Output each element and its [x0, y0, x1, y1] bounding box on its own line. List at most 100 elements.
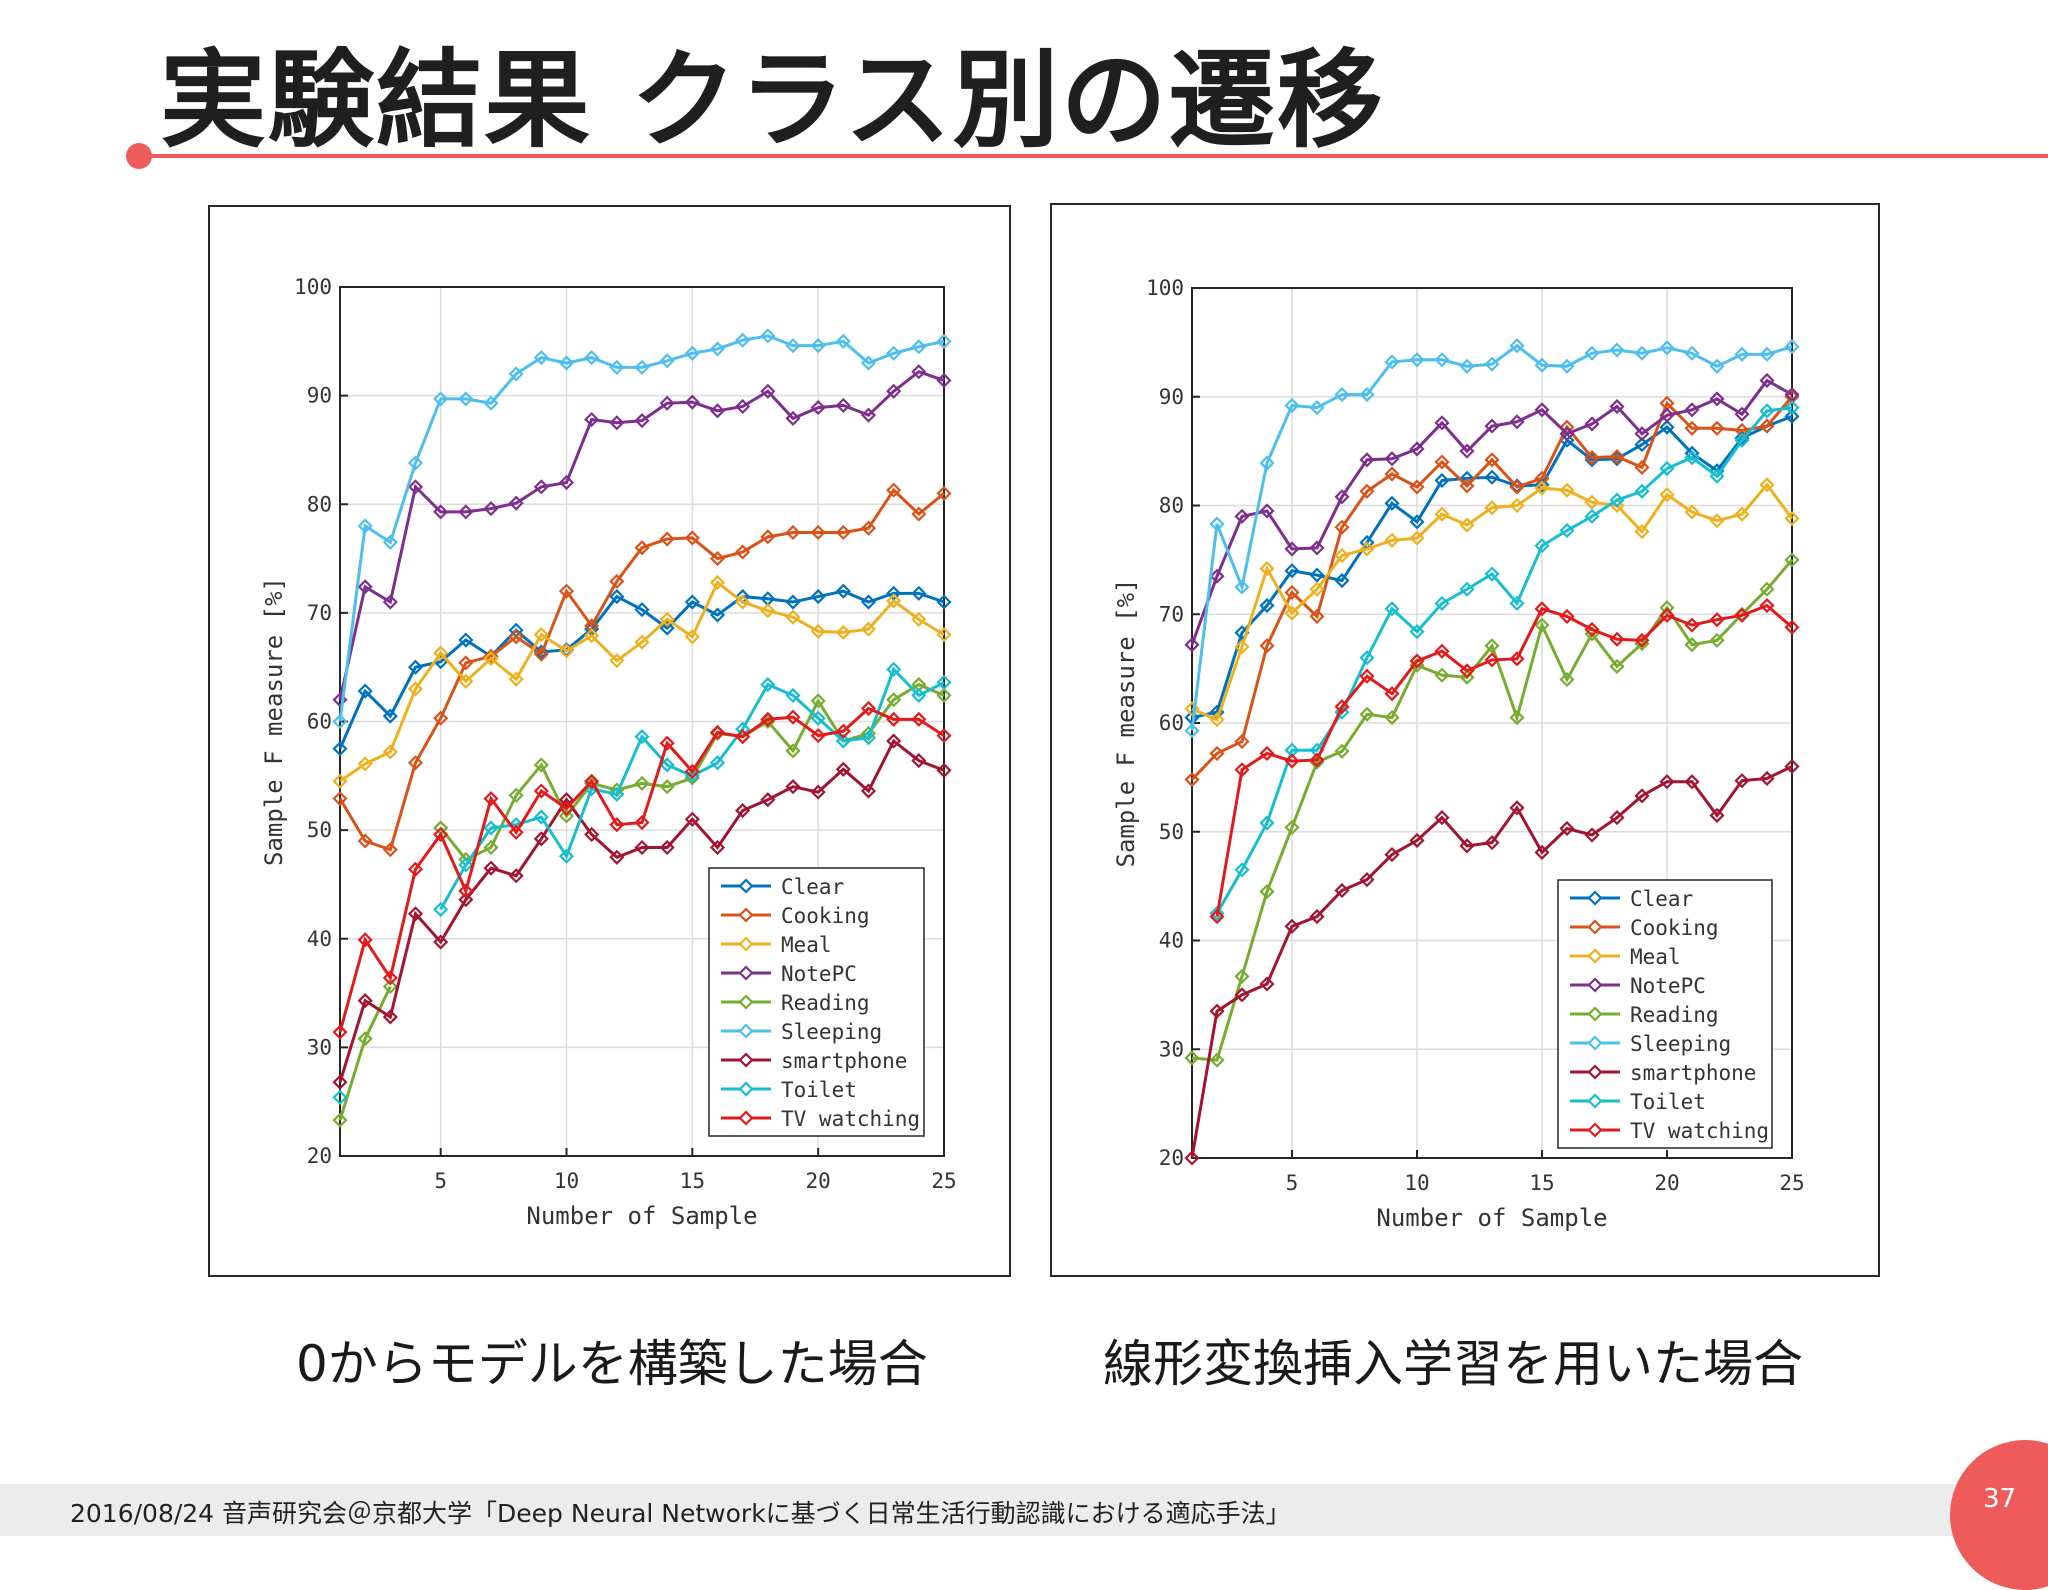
series-reading-point: [1709, 632, 1725, 648]
series-notepc-point: [584, 411, 600, 428]
series-clear-point: [332, 741, 348, 757]
series-notepc-point: [1709, 391, 1725, 407]
series-notepc-point: [1534, 402, 1550, 418]
series-clear-point: [1484, 469, 1500, 485]
series-clear-point: [1784, 408, 1800, 424]
series-toilet-point: [433, 901, 449, 917]
series-sleeping-point: [1409, 352, 1425, 368]
series-tv-watching-point: [785, 709, 801, 725]
legend-swatch-marker: [738, 1023, 754, 1039]
legend-label: smartphone: [781, 1049, 907, 1073]
series-meal-point: [382, 744, 398, 760]
series-toilet-point: [785, 687, 801, 703]
series-cooking-point: [407, 755, 424, 771]
series-smartphone-point: [1609, 810, 1625, 826]
series-notepc-point: [634, 413, 650, 429]
series-cooking-point: [684, 530, 700, 546]
series-tv-watching-point: [533, 783, 549, 799]
series-reading-point: [1334, 743, 1350, 759]
series-notepc-point: [1634, 426, 1650, 442]
legend-swatch-marker: [738, 878, 754, 894]
series-notepc-point: [1384, 451, 1400, 467]
series-meal-point: [1534, 480, 1550, 496]
series-cooking-point: [558, 583, 575, 599]
y-tick-label: 80: [1159, 494, 1184, 518]
series-toilet-point: [1634, 483, 1650, 499]
series-tv-watching: [332, 700, 952, 1040]
series-meal-point: [407, 681, 424, 697]
series-tv-watching-point: [1559, 608, 1575, 624]
series-tv-watching-point: [1309, 752, 1325, 768]
series-cooking-point: [1309, 608, 1325, 624]
series-sleeping-point: [1734, 346, 1750, 362]
series-tv-watching-point: [634, 814, 650, 831]
series-cooking-point: [1509, 479, 1525, 495]
series-toilet: [1209, 400, 1800, 921]
series-reading-point: [1234, 968, 1250, 984]
series-smartphone-point: [1509, 800, 1525, 816]
legend-label: Cooking: [781, 904, 870, 928]
series-sleeping-point: [533, 350, 549, 366]
series-smartphone: [332, 733, 952, 1090]
series-sleeping-point: [785, 338, 801, 354]
series-sleeping-point: [1509, 338, 1525, 354]
series-smartphone-point: [1709, 807, 1725, 823]
series-meal-point: [760, 603, 776, 619]
series-clear-point: [634, 602, 650, 618]
series-notepc-point: [357, 579, 373, 595]
legend-label: smartphone: [1630, 1061, 1756, 1085]
series-toilet-point: [835, 733, 851, 749]
series-reading-point: [684, 770, 700, 786]
series-notepc-point: [1459, 443, 1475, 459]
series-smartphone-point: [357, 993, 373, 1009]
series-cooking-point: [483, 648, 499, 664]
legend-swatch-marker: [1587, 1064, 1603, 1080]
legend-label: Sleeping: [781, 1020, 882, 1044]
series-tv-watching-point: [1509, 651, 1525, 667]
series-cooking-point: [1184, 771, 1200, 788]
series-smartphone-point: [407, 906, 424, 922]
legend-label: Clear: [781, 875, 844, 899]
legend-swatch-marker: [1587, 948, 1603, 964]
series-smartphone-point: [1459, 838, 1475, 854]
series-toilet-point: [1459, 581, 1475, 597]
series-toilet-point: [810, 710, 826, 726]
series-smartphone-point: [634, 839, 650, 856]
x-tick-label: 5: [1286, 1171, 1299, 1195]
series-smartphone-point: [1359, 872, 1375, 888]
series-cooking-point: [1284, 584, 1300, 601]
series-clear-point: [684, 594, 700, 610]
series-smartphone-point: [760, 792, 776, 808]
series-tv-watching-point: [1209, 909, 1225, 925]
legend-label: TV watching: [1630, 1119, 1769, 1143]
series-sleeping-point: [382, 534, 398, 550]
series-tv-watching-point: [1384, 686, 1400, 702]
series-toilet-point: [1209, 905, 1225, 921]
series-meal-point: [785, 609, 801, 625]
series-notepc-point: [785, 410, 801, 426]
series-tv-watching-point: [1609, 631, 1625, 647]
series-sleeping-point: [1684, 345, 1700, 361]
series-tv-watching-point: [835, 723, 851, 739]
series-reading-line: [1191, 558, 1794, 1062]
series-sleeping-point: [1459, 358, 1475, 374]
series-meal-point: [1384, 532, 1400, 548]
series-notepc-point: [659, 395, 675, 411]
series-tv-watching-point: [458, 883, 474, 899]
series-smartphone-point: [332, 1074, 348, 1090]
series-sleeping-point: [1609, 342, 1625, 358]
series-meal-point: [936, 627, 952, 643]
series-toilet-point: [1584, 508, 1600, 524]
series-cooking-point: [1209, 745, 1225, 762]
legend-label: NotePC: [781, 962, 857, 986]
y-tick-label: 80: [307, 492, 332, 516]
chart-right-svg: 5 10 15 20 25 20 30 40 50 60 70 80 90 100 Number of Sa…: [1112, 276, 1805, 1232]
series-notepc-point: [1309, 540, 1325, 556]
series-tv-watching-point: [1759, 597, 1775, 614]
series-clear-point: [810, 589, 826, 605]
legend-label: Toilet: [1630, 1090, 1706, 1114]
series-clear-point: [1284, 563, 1300, 579]
series-sleeping-point: [1659, 340, 1675, 356]
series-notepc-point: [483, 501, 499, 517]
series-tv-watching: [1209, 597, 1800, 925]
